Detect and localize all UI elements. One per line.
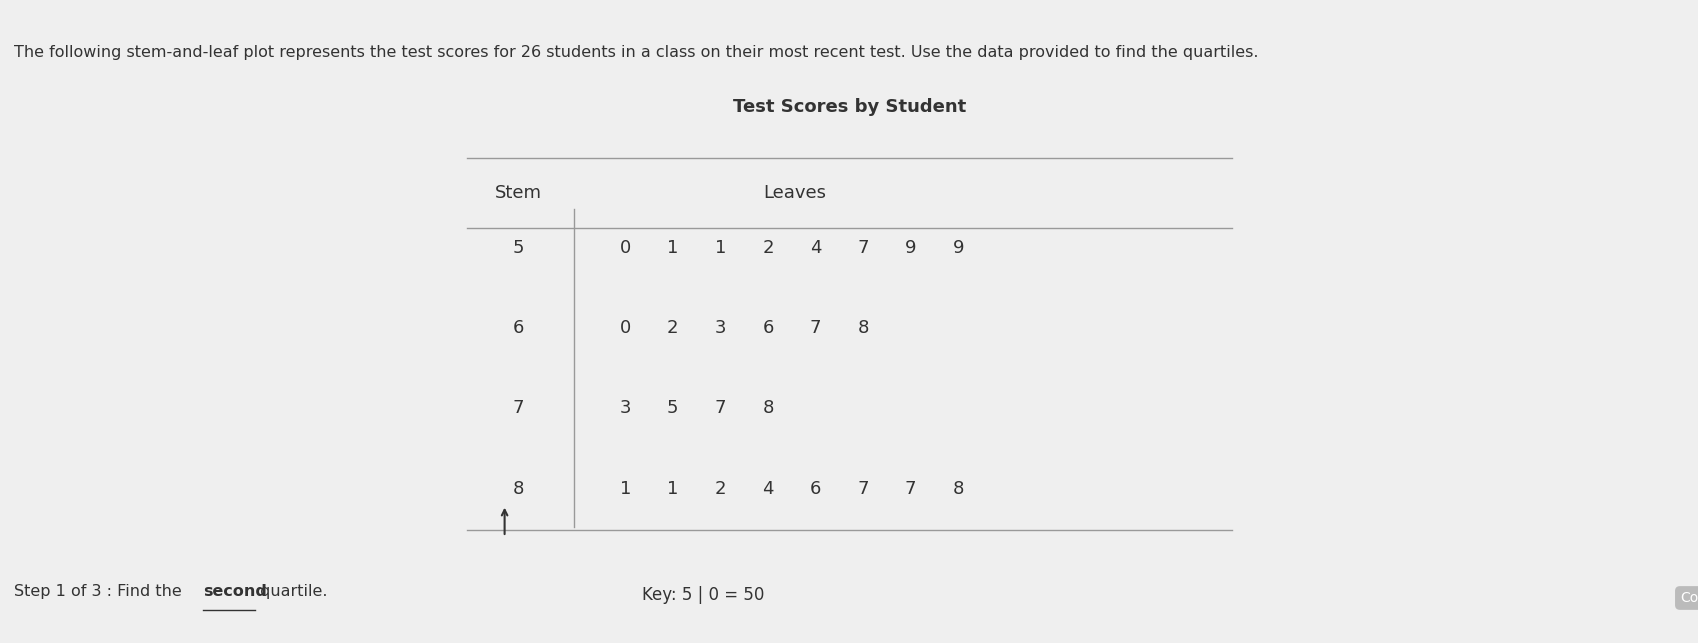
Text: 8: 8 (953, 480, 963, 498)
Text: 9: 9 (953, 239, 963, 257)
Text: 8: 8 (513, 480, 523, 498)
Text: Co: Co (1679, 591, 1698, 605)
Text: second: second (204, 584, 267, 599)
Text: 1: 1 (620, 480, 630, 498)
Text: 1: 1 (715, 239, 725, 257)
Text: quartile.: quartile. (255, 584, 328, 599)
Text: 4: 4 (762, 480, 773, 498)
Text: 7: 7 (857, 239, 868, 257)
Text: 0: 0 (620, 239, 630, 257)
Text: 6: 6 (810, 480, 820, 498)
Text: 8: 8 (857, 319, 868, 337)
Text: 6: 6 (762, 319, 773, 337)
Text: 1: 1 (667, 480, 678, 498)
Text: 6: 6 (513, 319, 523, 337)
Text: 7: 7 (857, 480, 868, 498)
Text: The following stem-and-leaf plot represents the test scores for 26 students in a: The following stem-and-leaf plot represe… (14, 45, 1257, 60)
Text: Step 1 of 3 : Find the: Step 1 of 3 : Find the (14, 584, 187, 599)
Text: Test Scores by Student: Test Scores by Student (732, 98, 966, 116)
Text: Stem: Stem (494, 184, 542, 202)
Text: 7: 7 (513, 399, 523, 417)
Text: 7: 7 (810, 319, 820, 337)
Text: 7: 7 (905, 480, 915, 498)
Text: 2: 2 (715, 480, 725, 498)
Text: 9: 9 (905, 239, 915, 257)
Text: 4: 4 (810, 239, 820, 257)
Text: 7: 7 (715, 399, 725, 417)
Text: 2: 2 (667, 319, 678, 337)
Text: Leaves: Leaves (762, 184, 827, 202)
Text: 8: 8 (762, 399, 773, 417)
Text: 5: 5 (667, 399, 678, 417)
Text: 3: 3 (715, 319, 725, 337)
Text: 1: 1 (667, 239, 678, 257)
Text: 5: 5 (513, 239, 523, 257)
Text: 2: 2 (762, 239, 773, 257)
Text: Key: 5 | 0 = 50: Key: 5 | 0 = 50 (642, 586, 764, 604)
Text: 3: 3 (620, 399, 630, 417)
Text: 0: 0 (620, 319, 630, 337)
